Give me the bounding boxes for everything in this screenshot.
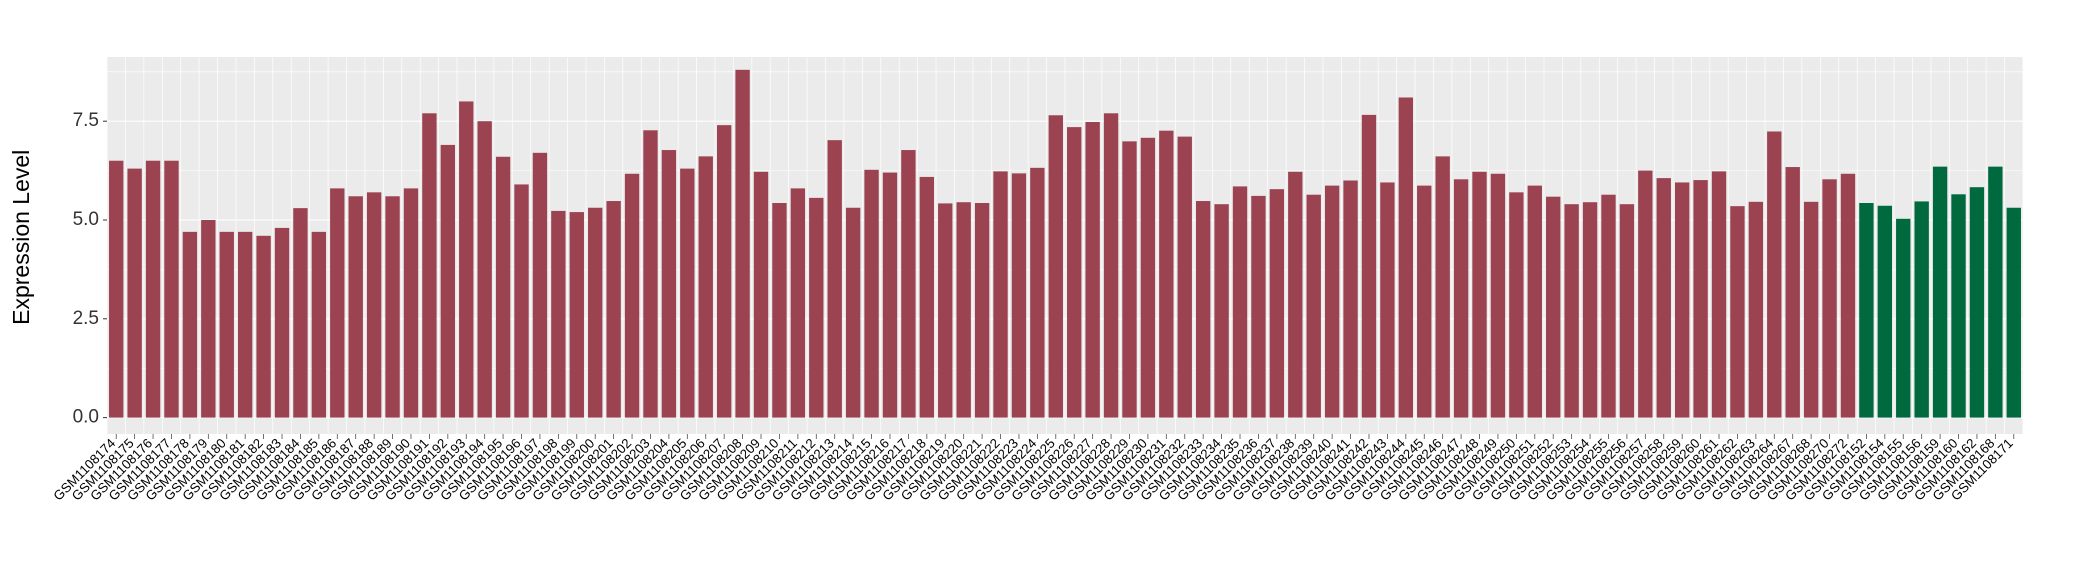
svg-text:7.5: 7.5 — [73, 110, 99, 131]
svg-text:5.0: 5.0 — [73, 209, 99, 230]
svg-text:Expression Level: Expression Level — [8, 150, 34, 325]
svg-text:0.0: 0.0 — [73, 407, 99, 428]
svg-text:2.5: 2.5 — [73, 308, 99, 329]
